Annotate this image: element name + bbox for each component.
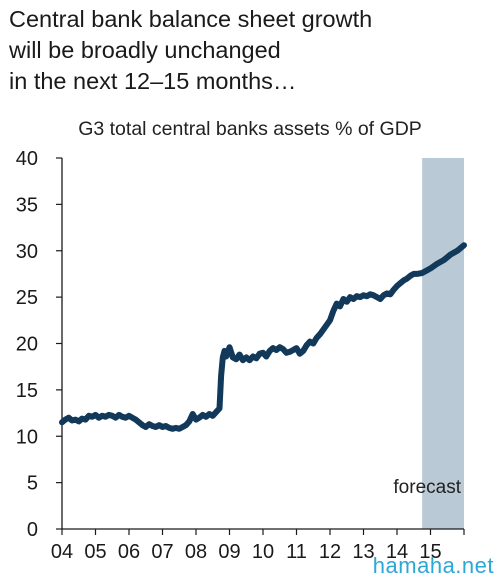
forecast-region [422, 158, 464, 529]
y-tick-label: 10 [16, 426, 38, 448]
chart-series [59, 242, 467, 432]
chart-axes [56, 157, 465, 535]
y-tick-label: 15 [16, 380, 38, 402]
chart-headline: Central bank balance sheet growth will b… [9, 4, 489, 97]
x-tick-label: 09 [218, 541, 240, 563]
x-tick-label: 08 [185, 541, 207, 563]
x-tick-label: 04 [51, 541, 73, 563]
forecast-label: forecast [393, 477, 461, 498]
headline-line-1: Central bank balance sheet growth [9, 6, 373, 32]
forecast-band [422, 158, 464, 529]
y-tick-label: 20 [16, 334, 38, 356]
headline-line-2: will be broadly unchanged [9, 37, 281, 63]
y-tick-label: 40 [16, 148, 38, 170]
y-tick-label: 0 [27, 519, 38, 541]
series-line [59, 242, 467, 432]
x-tick-label: 06 [118, 541, 140, 563]
y-tick-label: 30 [16, 241, 38, 263]
y-tick-label: 25 [16, 287, 38, 309]
x-tick-label: 05 [84, 541, 106, 563]
x-tick-label: 13 [352, 541, 374, 563]
y-tick-label: 35 [16, 194, 38, 216]
x-tick-label: 10 [252, 541, 274, 563]
x-tick-label: 14 [386, 541, 408, 563]
headline-line-3: in the next 12–15 months… [9, 68, 297, 94]
watermark-text: hamaha.net [372, 553, 494, 578]
chart-subtitle: G3 total central banks assets % of GDP [78, 118, 422, 140]
x-tick-label: 07 [151, 541, 173, 563]
y-tick-label: 5 [27, 473, 38, 495]
x-tick-label: 12 [319, 541, 341, 563]
x-tick-label: 11 [286, 541, 307, 563]
x-tick-label: 15 [419, 541, 441, 563]
